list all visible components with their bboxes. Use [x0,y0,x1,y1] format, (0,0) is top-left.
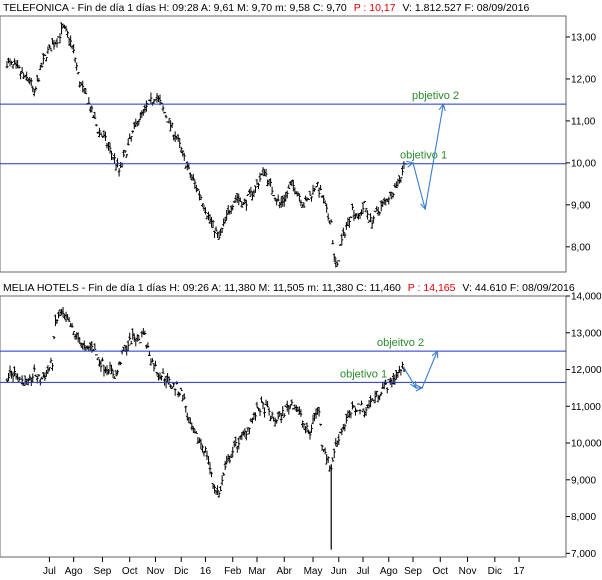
panel1-ytick-label: 11,00 [571,116,596,127]
panel1-price-series [5,22,406,268]
x-tick-label: Oct [122,566,138,577]
panel1-projection-arrowhead [406,160,415,168]
x-tick-label: 17 [514,566,526,577]
panel1-header: TELEFONICA - Fin de día 1 días H: 09:28 … [3,2,529,14]
x-tick-label: Jul [357,566,370,577]
panel1-plot-frame [0,15,567,273]
panel1-objective-label-1: objetivo 1 [400,150,447,162]
panel1-projection-arrowhead [420,202,428,211]
panel2-ytick-label: 12,000 [571,365,602,376]
panel2-projection-arrowhead [415,384,424,392]
x-tick-label: Ago [65,566,83,577]
melia-price-panel: 7,000 8,000 9,000 10,000 11,000 12,000 13,000 1… [0,292,602,560]
panel1-ytick-label: 12,00 [571,74,596,85]
panel1-projection-arrowhead [438,102,446,112]
x-tick-label: Dic [174,566,188,577]
x-tick-label: Jun [331,566,347,577]
x-tick-label: Sep [404,566,422,577]
x-tick-label: Jul [43,566,56,577]
panel1-ytick-label: 9,00 [571,200,591,211]
panel2-objective-label-1: objetivo 1 [340,368,387,380]
panel2-projection-arrowhead [431,349,439,359]
panel1-ytick-label: 8,00 [571,242,591,253]
x-tick-label: Dic [488,566,502,577]
panel2-ytick-label: 11,000 [571,402,601,413]
panel2-ytick-label: 9,000 [571,475,596,486]
date-axis: ayJulAgoSepOctNovDic16FebMarAbrMayJunJul… [0,556,566,577]
panel2-projection-arrowhead [409,380,417,389]
panel1-projection-path [403,104,444,210]
panel2-ytick-label: 13,000 [571,328,602,339]
panel1-objective-label-2: pbjetivo 2 [412,90,459,102]
panel2-ytick-label: 8,000 [571,512,596,523]
x-tick-label: 16 [200,566,212,577]
panel2-header: MELIA HOTELS - Fin de día 1 días H: 09:2… [3,282,575,294]
panel1-ytick-label: 13,00 [571,32,596,43]
x-tick-label: Mar [248,566,266,577]
x-tick-label: Ago [380,566,398,577]
panel2-price-series [5,306,406,550]
x-tick-label: Abr [276,566,292,577]
x-tick-label: Nov [459,566,477,577]
panel2-ytick-label: 10,000 [571,439,602,450]
x-tick-label: May [304,566,323,577]
x-tick-label: Nov [147,566,165,577]
panel2-ytick-label: 7,000 [571,549,596,560]
panel1-ytick-label: 10,00 [571,158,596,169]
x-tick-label: Oct [433,566,449,577]
panel2-ytick-label: 14,000 [571,292,602,303]
x-tick-label: Sep [94,566,112,577]
x-tick-label: Feb [224,566,242,577]
panel2-projection-path [403,350,438,389]
panel2-objective-label-2: objeitvo 2 [377,337,424,349]
telefonica-price-panel: 8,00 9,00 10,00 11,00 12,00 13,00 objetivo 1 pb… [0,15,596,273]
